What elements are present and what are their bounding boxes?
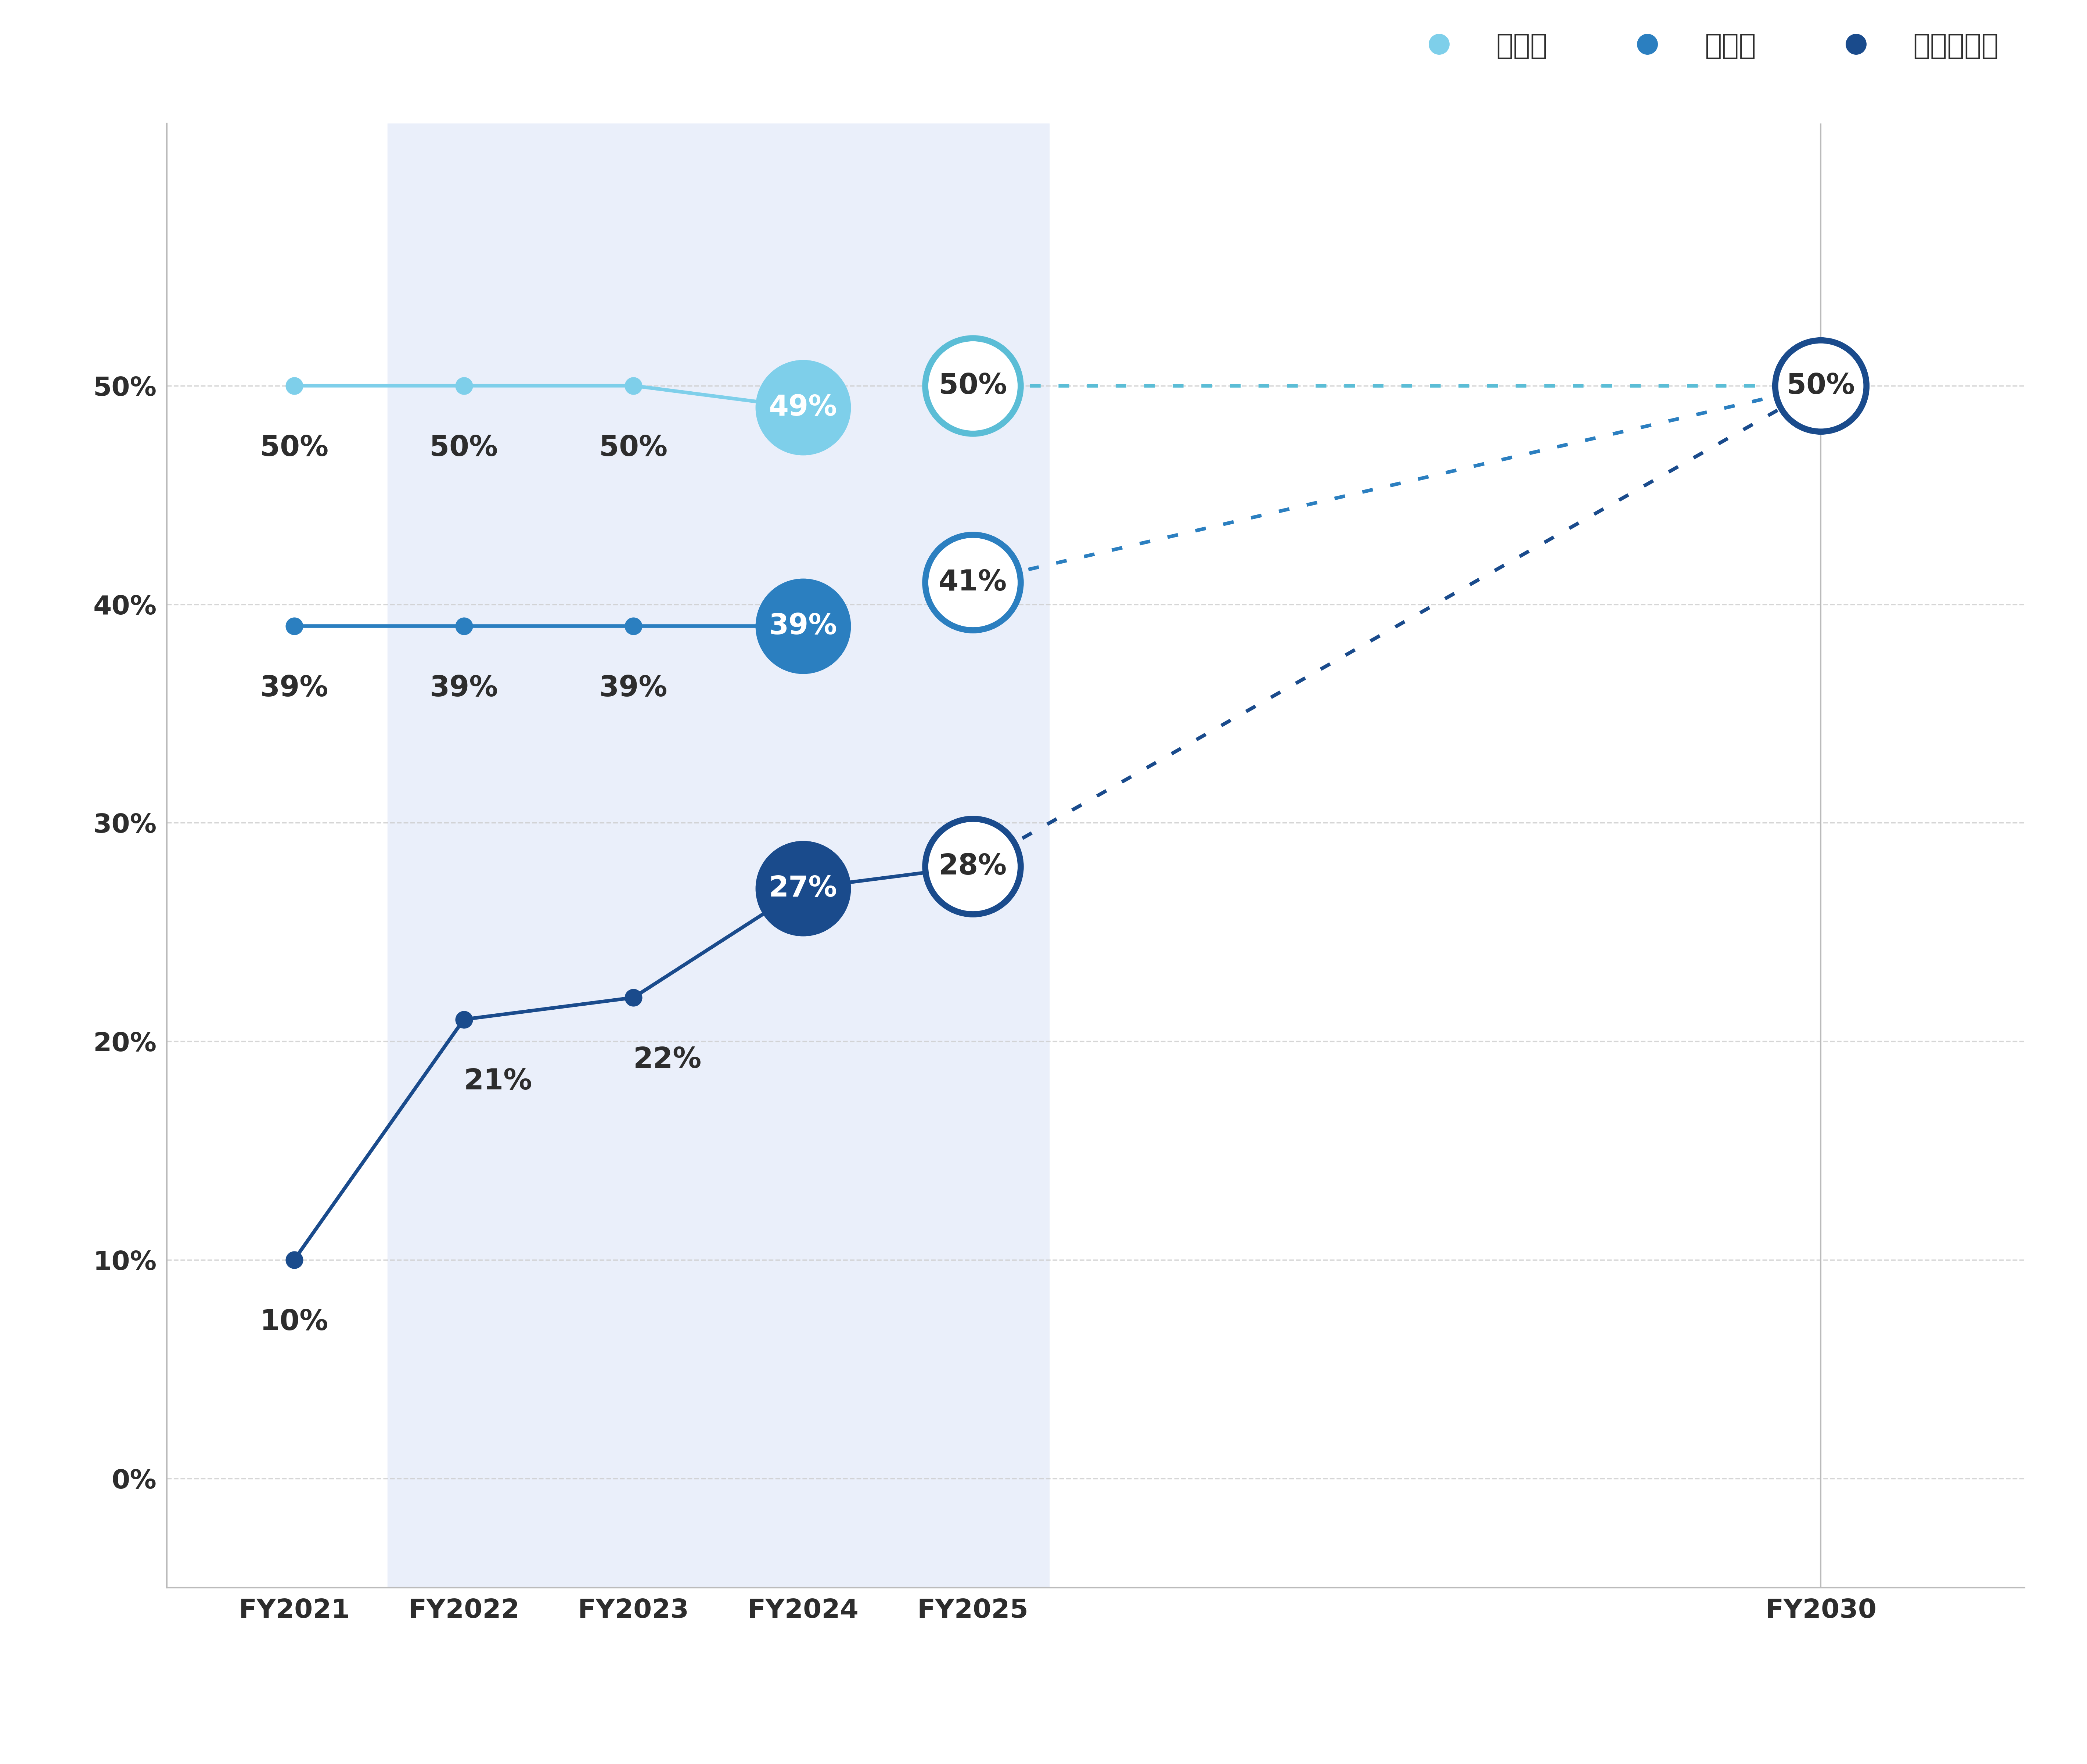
Point	[787, 612, 820, 640]
Point	[1803, 372, 1837, 400]
Point	[956, 372, 989, 400]
Text: 50%: 50%	[261, 434, 328, 462]
Point	[618, 372, 651, 400]
Point	[956, 852, 989, 880]
Text: 10%: 10%	[261, 1307, 328, 1335]
Text: 22%: 22%	[634, 1046, 701, 1074]
Text: 41%: 41%	[939, 568, 1006, 596]
Text: 49%: 49%	[768, 393, 837, 422]
Point	[278, 612, 311, 640]
Text: 50%: 50%	[599, 434, 668, 462]
Text: 39%: 39%	[430, 674, 499, 702]
Point	[278, 1245, 311, 1274]
Point	[447, 372, 480, 400]
Text: 50%: 50%	[430, 434, 499, 462]
Point	[618, 612, 651, 640]
Point	[787, 875, 820, 903]
Point	[956, 568, 989, 596]
Bar	[388, 123, 1050, 1588]
Point	[618, 984, 651, 1013]
Point	[787, 393, 820, 422]
Text: 27%: 27%	[768, 875, 837, 901]
Text: 39%: 39%	[768, 612, 837, 640]
Text: 21%: 21%	[463, 1067, 532, 1095]
Point	[447, 1005, 480, 1034]
Text: 50%: 50%	[1786, 372, 1855, 400]
Text: 39%: 39%	[261, 674, 328, 702]
Text: 39%: 39%	[599, 674, 668, 702]
Point	[278, 372, 311, 400]
Text: 28%: 28%	[939, 852, 1006, 880]
Text: 50%: 50%	[939, 372, 1006, 400]
Legend: 従業員, 管理職, 上級管理職: 従業員, 管理職, 上級管理職	[1398, 21, 2010, 71]
Point	[447, 612, 480, 640]
